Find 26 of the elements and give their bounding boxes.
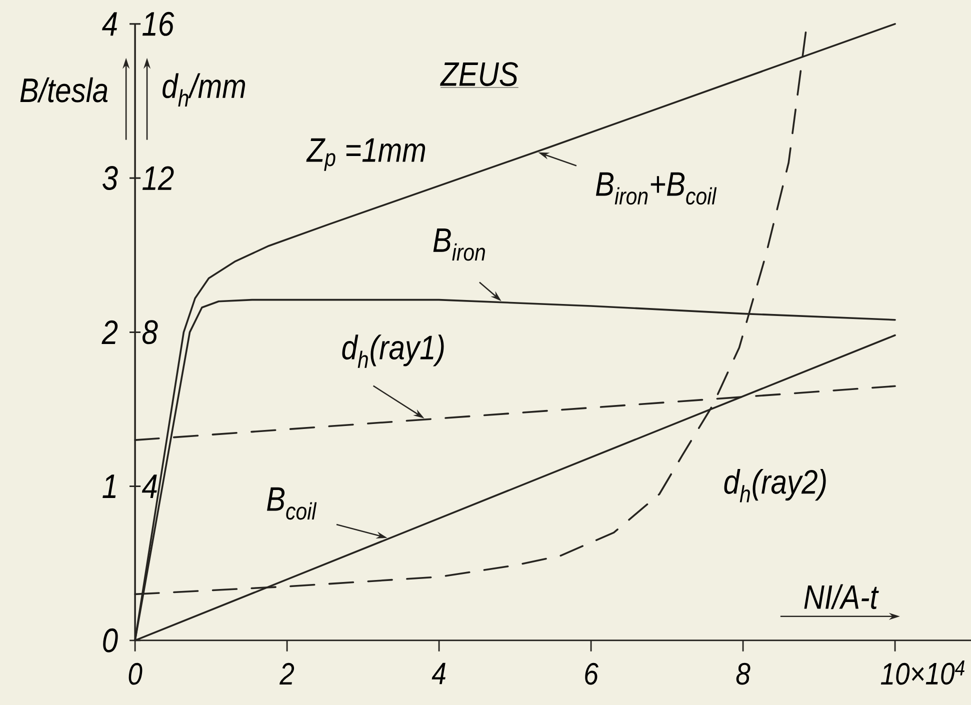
y2-tick-label: 12 — [142, 166, 174, 190]
x-axis-title: NI/A-t — [804, 584, 879, 609]
x-tick-label: 0 — [128, 662, 142, 685]
x-tick-label: 2 — [279, 662, 294, 684]
text: ×10$^{4}$ — [912, 660, 964, 684]
x-tick-label: 6 — [585, 662, 598, 685]
y-tick-label: 2 — [102, 320, 118, 344]
x-tick-label: 10 — [880, 662, 910, 685]
y2-tick-label: 8 — [142, 320, 158, 344]
y-tick-label: 3 — [102, 166, 118, 190]
series-label: d$_{h}$(ray2) — [724, 468, 826, 502]
x-tick-label: 8 — [736, 662, 750, 685]
y-axis-title: B/tesla — [20, 77, 108, 102]
series-label: B$_{coil}$ — [266, 487, 317, 520]
text: ZEUS — [440, 62, 518, 86]
y2-axis-title: d$_{h}$/mm — [162, 73, 246, 106]
y-tick-label: 4 — [102, 12, 117, 36]
x-tick-label: 4 — [432, 662, 446, 684]
y2-tick-label: 4 — [142, 474, 157, 498]
series-label: B$_{iron}$ — [433, 228, 485, 261]
y-tick-label: 0 — [103, 628, 118, 652]
series-label: B$_{iron}$+B$_{coil}$ — [596, 172, 717, 205]
y-tick-label: 1 — [102, 474, 116, 498]
annotation: Z$_{p}$ =1mm — [306, 138, 426, 171]
series-label: d$_{h}$(ray1) — [342, 334, 444, 368]
y2-tick-label: 16 — [142, 12, 174, 36]
